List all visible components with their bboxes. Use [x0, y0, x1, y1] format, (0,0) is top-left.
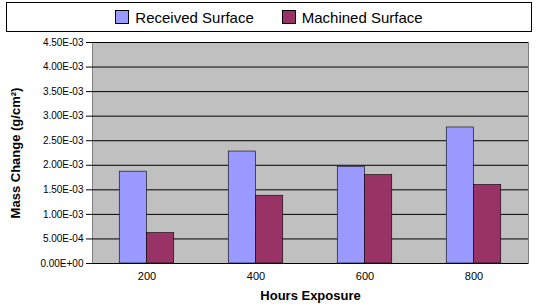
svg-text:400: 400	[247, 270, 265, 282]
svg-text:3.50E-03: 3.50E-03	[43, 86, 84, 97]
svg-text:5.00E-04: 5.00E-04	[43, 233, 84, 244]
svg-text:800: 800	[465, 270, 483, 282]
svg-text:1.00E-03: 1.00E-03	[43, 209, 84, 220]
svg-text:600: 600	[356, 270, 374, 282]
svg-text:200: 200	[138, 270, 156, 282]
svg-text:1.50E-03: 1.50E-03	[43, 184, 84, 195]
svg-text:Mass Change (g/cm²): Mass Change (g/cm²)	[8, 88, 23, 219]
svg-text:Hours Exposure: Hours Exposure	[260, 288, 360, 303]
svg-text:2.50E-03: 2.50E-03	[43, 135, 84, 146]
svg-text:2.00E-03: 2.00E-03	[43, 159, 84, 170]
svg-text:0.00E+00: 0.00E+00	[40, 258, 84, 269]
html-text:Machined Surface: Machined Surface	[301, 8, 423, 26]
svg-text:3.00E-03: 3.00E-03	[43, 110, 84, 121]
svg-text:4.00E-03: 4.00E-03	[43, 61, 84, 72]
svg-text:4.50E-03: 4.50E-03	[43, 37, 84, 48]
html-text:Received Surface: Received Surface	[135, 8, 254, 26]
